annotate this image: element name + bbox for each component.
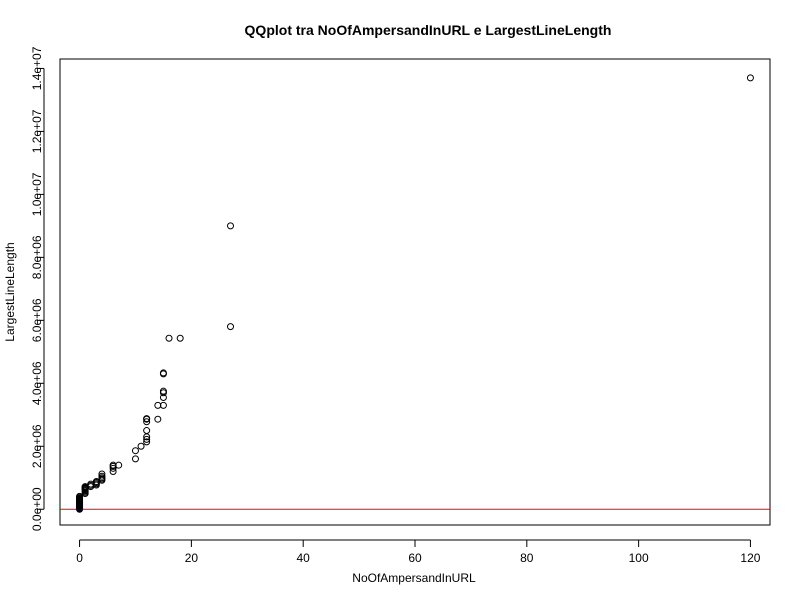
data-point <box>76 492 84 500</box>
data-point <box>746 74 754 82</box>
data-point <box>143 435 151 443</box>
y-axis-label: LargestLineLength <box>3 242 17 341</box>
y-tick-label: 8.0e+06 <box>30 235 44 279</box>
data-point <box>131 455 139 463</box>
x-tick-label: 0 <box>76 551 83 565</box>
data-point <box>109 464 117 472</box>
y-tick-label: 1.4e+07 <box>30 46 44 90</box>
x-axis-label: NoOfAmpersandInURL <box>352 571 476 585</box>
data-point <box>143 418 151 426</box>
data-point <box>227 323 235 331</box>
data-point <box>159 369 167 377</box>
y-axis: 0.0e+00 2.0e+06 4.0e+06 6.0e+06 8.0e+06 1.0e+… <box>30 46 45 531</box>
y-tick-label: 0.0e+00 <box>30 487 44 531</box>
x-tick-label: 20 <box>185 551 199 565</box>
chart-title: QQplot tra NoOfAmpersandInURL e LargestL… <box>245 22 612 38</box>
data-point <box>131 447 139 455</box>
data-point <box>227 222 235 230</box>
data-point <box>143 415 151 423</box>
data-point <box>137 442 145 450</box>
y-tick-label: 1.2e+07 <box>30 109 44 153</box>
data-point <box>98 472 106 480</box>
y-tick-label: 6.0e+06 <box>30 298 44 342</box>
data-point <box>165 334 173 342</box>
data-point <box>159 387 167 395</box>
data-point <box>115 461 123 469</box>
data-point <box>176 334 184 342</box>
x-tick-label: 60 <box>408 551 422 565</box>
x-tick-label: 80 <box>520 551 534 565</box>
data-point <box>143 438 151 446</box>
x-tick-label: 120 <box>740 551 760 565</box>
data-point <box>143 427 151 435</box>
data-point <box>98 470 106 478</box>
y-tick-label: 1.0e+07 <box>30 172 44 216</box>
data-point <box>154 415 162 423</box>
plot-frame <box>59 58 771 526</box>
y-tick-label: 2.0e+06 <box>30 424 44 468</box>
y-tick-label: 4.0e+06 <box>30 361 44 405</box>
x-axis: 0 20 40 60 80 100 120 <box>76 539 761 565</box>
x-tick-label: 100 <box>629 551 649 565</box>
data-point <box>159 401 167 409</box>
x-tick-label: 40 <box>297 551 311 565</box>
points-layer <box>76 74 754 513</box>
